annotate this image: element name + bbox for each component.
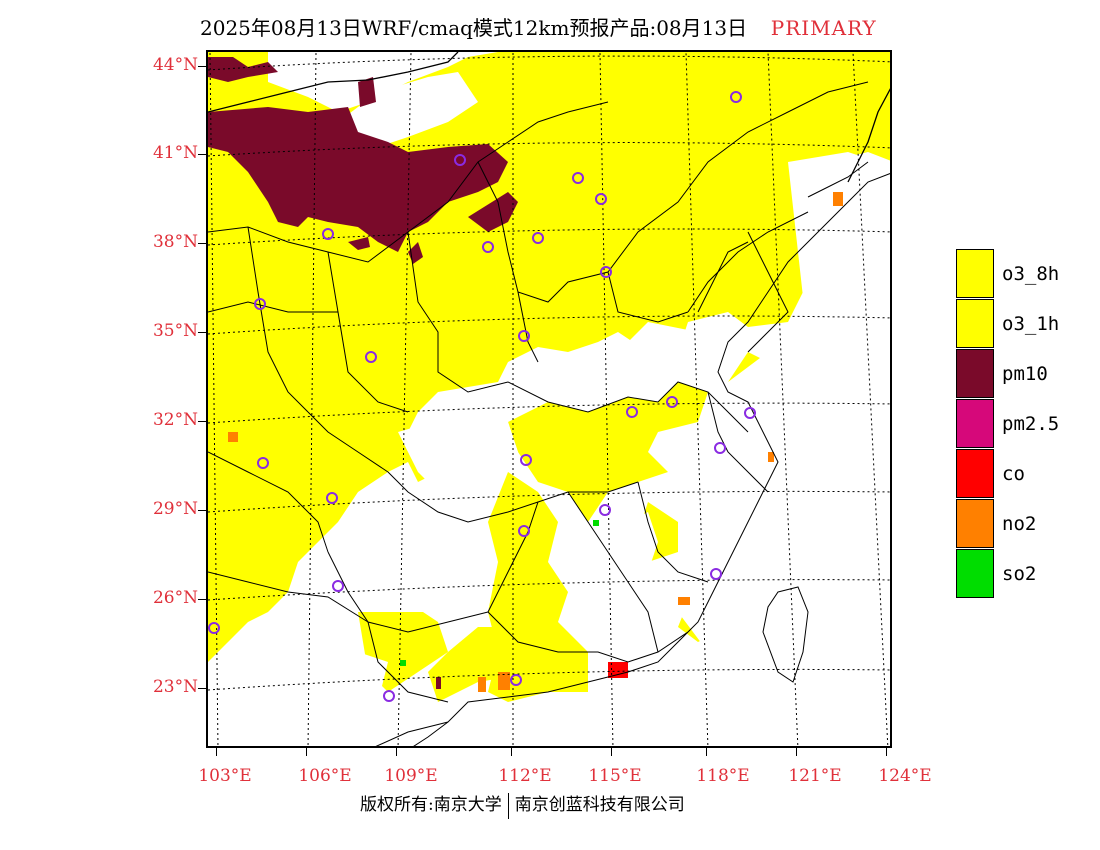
legend-swatch-pm25 [956,399,994,448]
station-marker [595,193,607,205]
legend-item: o3_8h [956,249,1096,299]
legend-item: so2 [956,549,1096,599]
lat-tick [198,688,206,689]
lat-label: 35°N [152,321,198,341]
station-marker [626,406,638,418]
station-marker [744,407,756,419]
legend-swatch-o3-1h [956,299,994,348]
lon-tick [216,748,217,756]
legend-swatch-no2 [956,499,994,548]
legend-label: o3_8h [1002,263,1060,285]
legend: o3_8h o3_1h pm10 pm2.5 co no2 so2 [956,249,1096,599]
lat-tick [198,510,206,511]
legend-item: pm2.5 [956,399,1096,449]
copyright-company: 南京创蓝科技有限公司 [514,795,685,815]
lat-label: 26°N [152,588,198,608]
lon-label: 106°E [298,766,352,786]
clean-area [208,72,890,746]
lat-tick [198,599,206,600]
legend-label: o3_1h [1002,313,1060,335]
primary-tag: PRIMARY [770,16,877,40]
lat-tick [198,66,206,67]
station-marker [257,457,269,469]
station-marker [332,580,344,592]
station-marker [730,91,742,103]
coastline [375,161,890,746]
pm10-area [208,57,518,264]
lon-label: 109°E [384,766,438,786]
legend-swatch-pm10 [956,349,994,398]
copyright-footer: 版权所有:南京大学 南京创蓝科技有限公司 [360,790,780,820]
lat-tick [198,332,206,333]
lon-label: 103°E [198,766,252,786]
legend-item: o3_1h [956,299,1096,349]
lat-tick [198,154,206,155]
station-marker [599,504,611,516]
station-marker [518,330,530,342]
lat-label: 38°N [152,232,198,252]
legend-item: co [956,449,1096,499]
station-marker [510,674,522,686]
lon-tick [886,748,887,756]
station-marker [572,172,584,184]
lat-label: 41°N [152,143,198,163]
lat-tick [198,243,206,244]
station-marker [365,351,377,363]
station-marker [322,228,334,240]
lon-tick [796,748,797,756]
station-marker [454,154,466,166]
legend-label: pm2.5 [1002,413,1060,435]
station-marker [520,454,532,466]
lon-label: 112°E [498,766,552,786]
legend-item: pm10 [956,349,1096,399]
station-marker [482,241,494,253]
lat-tick [198,421,206,422]
station-marker [714,442,726,454]
station-marker [666,396,678,408]
legend-swatch-so2 [956,549,994,598]
title-text: 2025年08月13日WRF/cmaq模式12km预报产品:08月13日 [200,16,748,40]
lat-label: 44°N [152,55,198,75]
lat-label: 29°N [152,499,198,519]
legend-label: pm10 [1002,363,1048,385]
lat-label: 32°N [152,410,198,430]
station-marker [710,568,722,580]
lon-label: 115°E [588,766,642,786]
lat-label: 23°N [152,677,198,697]
map-title: 2025年08月13日WRF/cmaq模式12km预报产品:08月13日 PRI… [200,12,1000,40]
copyright-owner: 版权所有:南京大学 [360,795,502,815]
legend-item: no2 [956,499,1096,549]
legend-label: no2 [1002,513,1037,535]
lon-tick [306,748,307,756]
legend-swatch-o3-8h [956,249,994,298]
lon-label: 121°E [788,766,842,786]
national-border [208,52,890,183]
station-marker [600,266,612,278]
station-marker [518,525,530,537]
minor-pollutants [228,192,843,692]
lon-tick [611,748,612,756]
station-marker [208,622,220,634]
pollutant-map [208,52,890,746]
footer-divider [507,792,509,819]
map-area[interactable] [206,50,892,748]
legend-swatch-co [956,449,994,498]
station-markers [208,91,756,702]
longitude-grid [209,52,889,746]
station-marker [254,298,266,310]
station-marker [383,690,395,702]
lon-tick [511,748,512,756]
station-marker [532,232,544,244]
lon-tick [706,748,707,756]
legend-label: so2 [1002,563,1037,585]
station-marker [326,492,338,504]
legend-label: co [1002,463,1025,485]
lon-label: 118°E [696,766,750,786]
lon-label: 124°E [878,766,932,786]
province-borders [208,81,869,703]
lon-tick [396,748,397,756]
